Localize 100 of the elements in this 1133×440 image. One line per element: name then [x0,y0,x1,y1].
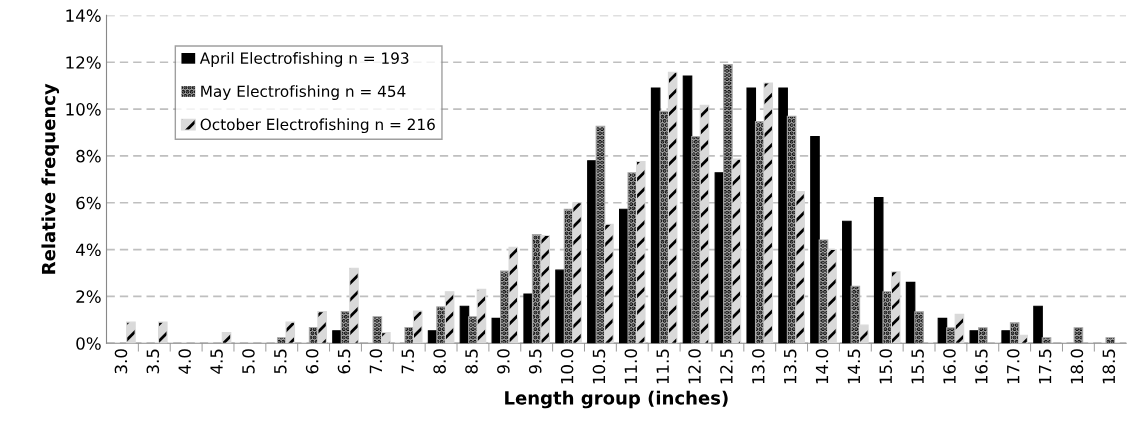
bar [317,311,327,344]
x-tick-label: 16.5 [975,349,988,384]
y-axis-title: Relative frequency [41,83,60,274]
x-tick-label: 5.5 [274,349,287,374]
bar [778,87,788,344]
bar [954,313,965,344]
bar [850,285,861,344]
bar [1018,334,1028,344]
bar [882,291,893,344]
bar [969,330,980,344]
x-tick-label: 11.0 [624,349,638,384]
bar [946,327,956,344]
x-tick-label: 8.0 [433,349,446,374]
x-tick-label: 14.0 [815,349,829,384]
x-tick-label: 11.5 [656,349,669,384]
bar [627,172,638,344]
x-tick-label: 5.0 [242,349,255,374]
bar [978,327,988,344]
bar [587,160,597,344]
x-tick-label: 9.0 [497,349,510,374]
legend-label: April Electrofishing n = 193 [199,52,409,67]
bar [126,321,136,344]
bar [1073,327,1084,344]
y-tick-label: 2% [76,290,101,303]
bar [540,234,550,344]
x-tick-label: 15.5 [911,349,924,384]
x-tick-label: 6.0 [305,349,319,374]
bar [1105,337,1116,344]
x-tick-label: 4.0 [178,349,191,374]
x-tick-label: 8.5 [465,349,478,374]
x-tick-label: 4.5 [210,349,223,374]
y-tick-label: 14% [66,9,101,22]
x-tick-label: 9.5 [528,349,542,374]
bar [842,220,852,344]
bar [873,197,884,344]
bar [763,82,774,344]
bar [372,316,383,344]
x-tick-label: 12.5 [720,349,733,384]
x-tick-label: 3.0 [114,349,128,374]
bar [827,248,837,344]
bar [786,115,797,344]
x-tick-label: 17.5 [1038,349,1052,384]
bar [699,104,710,344]
bar [691,135,701,344]
bar [914,311,924,344]
bar [723,64,733,344]
x-tick-label: 10.0 [560,349,574,384]
bar [555,269,565,344]
bar [444,291,455,344]
y-tick-label: 8% [76,149,101,163]
x-tick-label: 7.0 [369,349,383,374]
bar [714,172,725,344]
bar [381,332,391,344]
x-tick-label: 12.0 [688,349,701,384]
x-tick-label: 7.5 [401,349,415,374]
x-tick-label: 16.0 [943,349,956,384]
bar [523,293,533,344]
y-tick-label: 0% [76,337,101,350]
bar [476,288,487,344]
y-tick-label: 4% [76,243,101,257]
bar [436,306,446,344]
bar [810,135,820,344]
legend-label: May Electrofishing n = 454 [201,85,406,100]
bar [795,190,805,344]
bar [635,160,646,344]
bar [157,321,168,344]
x-axis-title: Length group (inches) [505,390,728,409]
bar [468,316,478,344]
x-tick-label: 10.5 [592,349,606,384]
bar [667,71,678,344]
bar [1041,337,1052,344]
bar [508,246,519,344]
bar [285,321,296,344]
bar [1033,305,1043,344]
bar [404,326,415,344]
y-tick-label: 12% [66,56,101,69]
bar [1001,330,1011,344]
bar [731,158,742,344]
x-tick-label: 14.5 [847,349,861,384]
x-tick-label: 13.5 [783,349,797,384]
bar [332,330,342,344]
bar [221,332,232,344]
bar [746,87,757,344]
bar [604,223,614,344]
x-tick-label: 17.0 [1006,349,1020,384]
y-tick-label: 10% [66,103,101,116]
bar [491,317,502,344]
bar [349,267,359,344]
legend-label: October Electrofishing n = 216 [200,118,435,134]
x-tick-label: 13.0 [751,349,765,384]
bar [1009,322,1020,344]
x-tick-label: 18.5 [1102,349,1116,384]
bar [412,310,423,344]
x-tick-label: 6.5 [337,349,351,374]
bar [572,202,582,344]
bar [890,271,901,344]
x-tick-label: 18.0 [1070,349,1084,384]
bar [859,324,869,344]
x-tick-label: 3.5 [146,349,160,374]
x-tick-label: 15.0 [879,349,893,384]
